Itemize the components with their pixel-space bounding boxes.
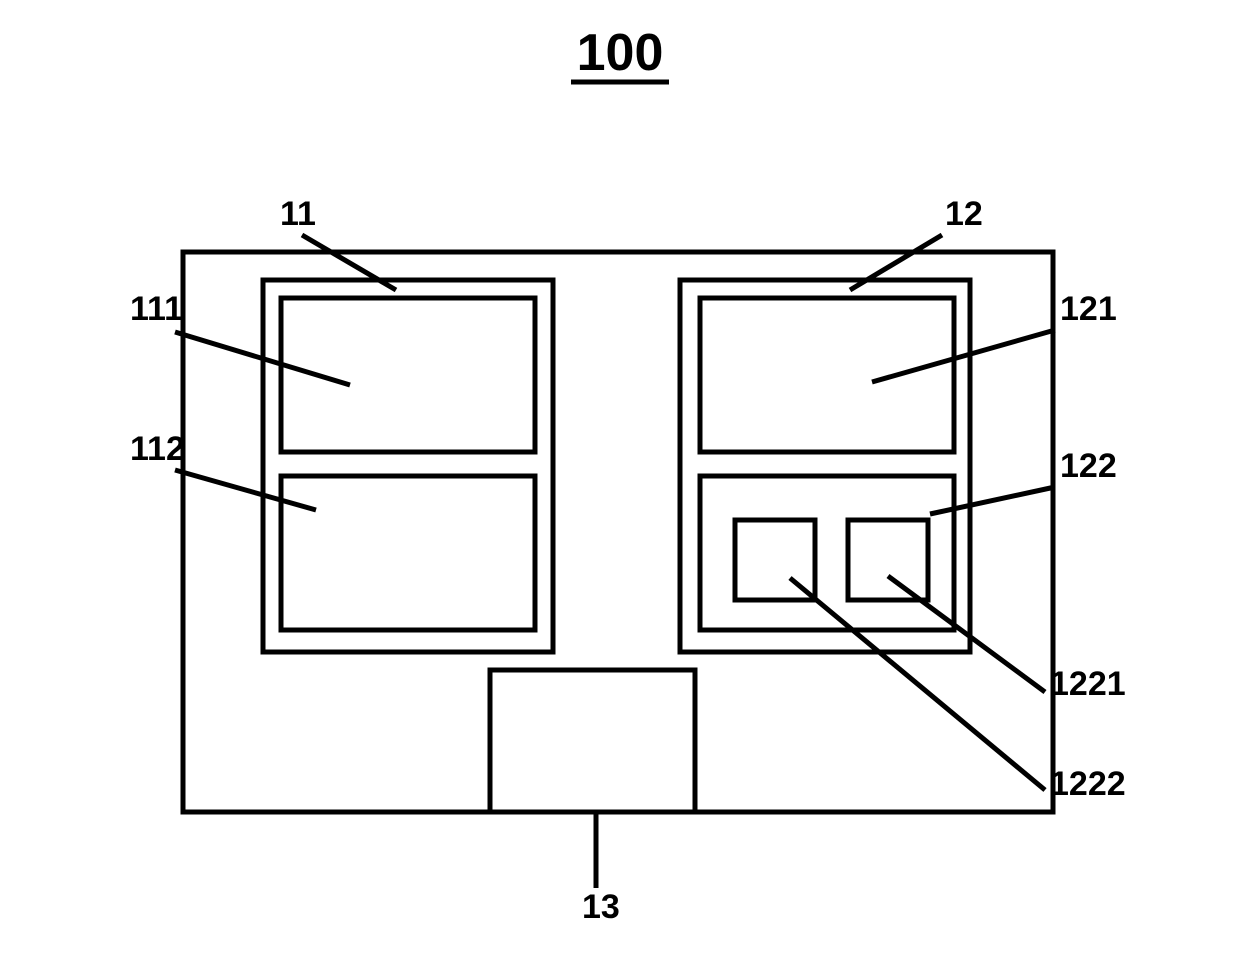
leader-1221 [888,576,1045,692]
box-outer [183,252,1053,812]
figure-title: 100 [577,24,664,82]
leader-1222 [790,578,1045,790]
label-1221: 1221 [1050,665,1126,703]
leader-121 [872,330,1055,382]
label-122: 122 [1060,447,1117,485]
box-1221 [848,520,928,600]
label-121: 121 [1060,290,1117,328]
box-112 [281,476,535,630]
label-111: 111 [130,290,183,328]
label-11: 11 [280,195,316,233]
label-1222: 1222 [1050,765,1126,803]
box-left-group [263,280,553,652]
leader-lines [175,235,1055,888]
label-13: 13 [582,888,620,926]
block-diagram: 100 11111112121211221221122213 [0,0,1240,956]
leader-122 [930,487,1055,514]
label-112: 112 [130,430,185,468]
box-13 [490,670,695,812]
box-121 [700,298,954,452]
label-12: 12 [945,195,983,233]
